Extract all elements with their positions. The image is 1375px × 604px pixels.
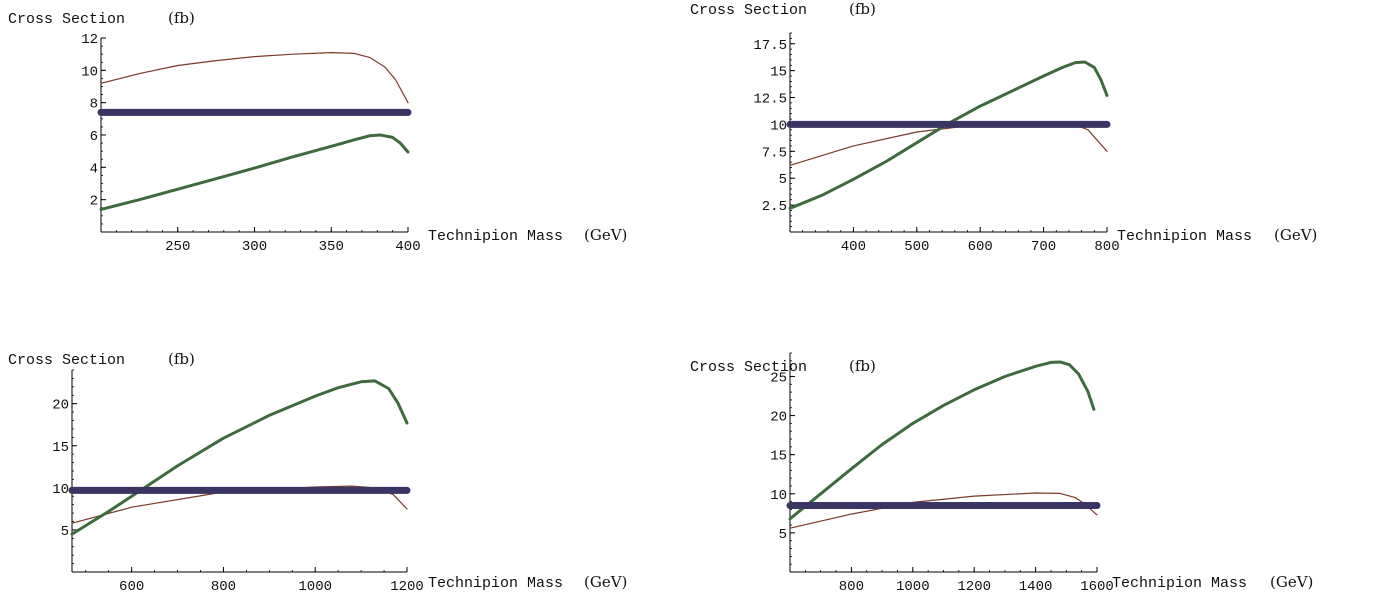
y-tick-label: 15 [770,65,787,81]
series-line-1 [70,379,409,536]
y-tick-label: 10 [770,118,787,134]
y-tick-label: 12 [81,32,98,48]
x-axis-label: Technipion Mass [1112,575,1247,592]
y-tick-label: 8 [90,97,98,113]
y-tick-label: 5 [779,527,787,543]
x-tick-label: 400 [395,239,420,255]
x-tick-label: 500 [904,239,929,255]
x-tick-label: 800 [839,579,864,595]
y-axis-label: Cross Section [8,11,125,28]
y-tick-label: 15 [770,449,787,465]
y-tick-label: 25 [770,370,787,386]
y-tick-label: 2.5 [762,199,787,215]
y-tick-label: 20 [52,398,69,414]
x-tick-label: 300 [242,239,267,255]
y-tick-label: 5 [779,172,787,188]
x-tick-label: 1000 [896,579,930,595]
x-tick-label: 250 [165,239,190,255]
chart-panel-top-right: 400 500 600 700 800 2.5 5 7.5 10 12.5 15 17.5 Cross … [690,0,1317,255]
chart-panel-top-left: 250 300 350 400 2 4 6 8 10 12 Cross Section (fb) Tec… [8,9,627,255]
x-tick-label: 1000 [298,579,332,595]
x-axis-unit: (GeV) [584,573,627,591]
x-tick-label: 600 [968,239,993,255]
y-axis-unit: (fb) [168,9,195,27]
x-axis-label: Technipion Mass [1117,228,1252,245]
x-axis-unit: (GeV) [584,226,627,244]
series-line-1 [99,133,410,211]
series-line-0 [100,51,409,104]
y-axis-label: Cross Section [690,359,807,376]
x-tick-label: 1600 [1080,579,1114,595]
y-axis-unit: (fb) [849,0,876,18]
y-axis-label: Cross Section [8,352,125,369]
y-tick-label: 17.5 [753,38,787,54]
x-tick-label: 1400 [1019,579,1053,595]
y-tick-label: 5 [61,524,69,540]
y-tick-label: 4 [90,161,98,177]
x-tick-label: 800 [211,579,236,595]
x-axis-label: Technipion Mass [428,575,563,592]
x-tick-label: 800 [1094,239,1119,255]
y-tick-label: 10 [52,482,69,498]
x-tick-label: 700 [1031,239,1056,255]
y-axis-unit: (fb) [849,357,876,375]
x-tick-label: 600 [119,579,144,595]
series-line-1 [788,60,1109,210]
y-tick-label: 10 [770,488,787,504]
y-tick-label: 6 [90,129,98,145]
series-line-1 [788,360,1096,521]
y-tick-label: 12.5 [753,92,787,108]
x-tick-label: 400 [841,239,866,255]
y-tick-label: 15 [52,440,69,456]
y-axis-unit: (fb) [168,350,195,368]
x-axis-label: Technipion Mass [428,228,563,245]
x-tick-label: 1200 [957,579,991,595]
x-axis-unit: (GeV) [1270,573,1313,591]
y-tick-label: 2 [90,194,98,210]
y-tick-label: 20 [770,410,787,426]
series-line-0 [789,121,1108,166]
series-line-0 [789,492,1098,529]
y-tick-label: 7.5 [762,145,787,161]
x-tick-label: 1200 [390,579,424,595]
x-tick-label: 350 [319,239,344,255]
x-axis-unit: (GeV) [1274,226,1317,244]
y-tick-label: 10 [81,64,98,80]
chart-panel-bottom-left: 600 800 1000 1200 5 10 15 20 Cross Section (fb) Te… [8,350,627,595]
y-axis-label: Cross Section [690,2,807,19]
